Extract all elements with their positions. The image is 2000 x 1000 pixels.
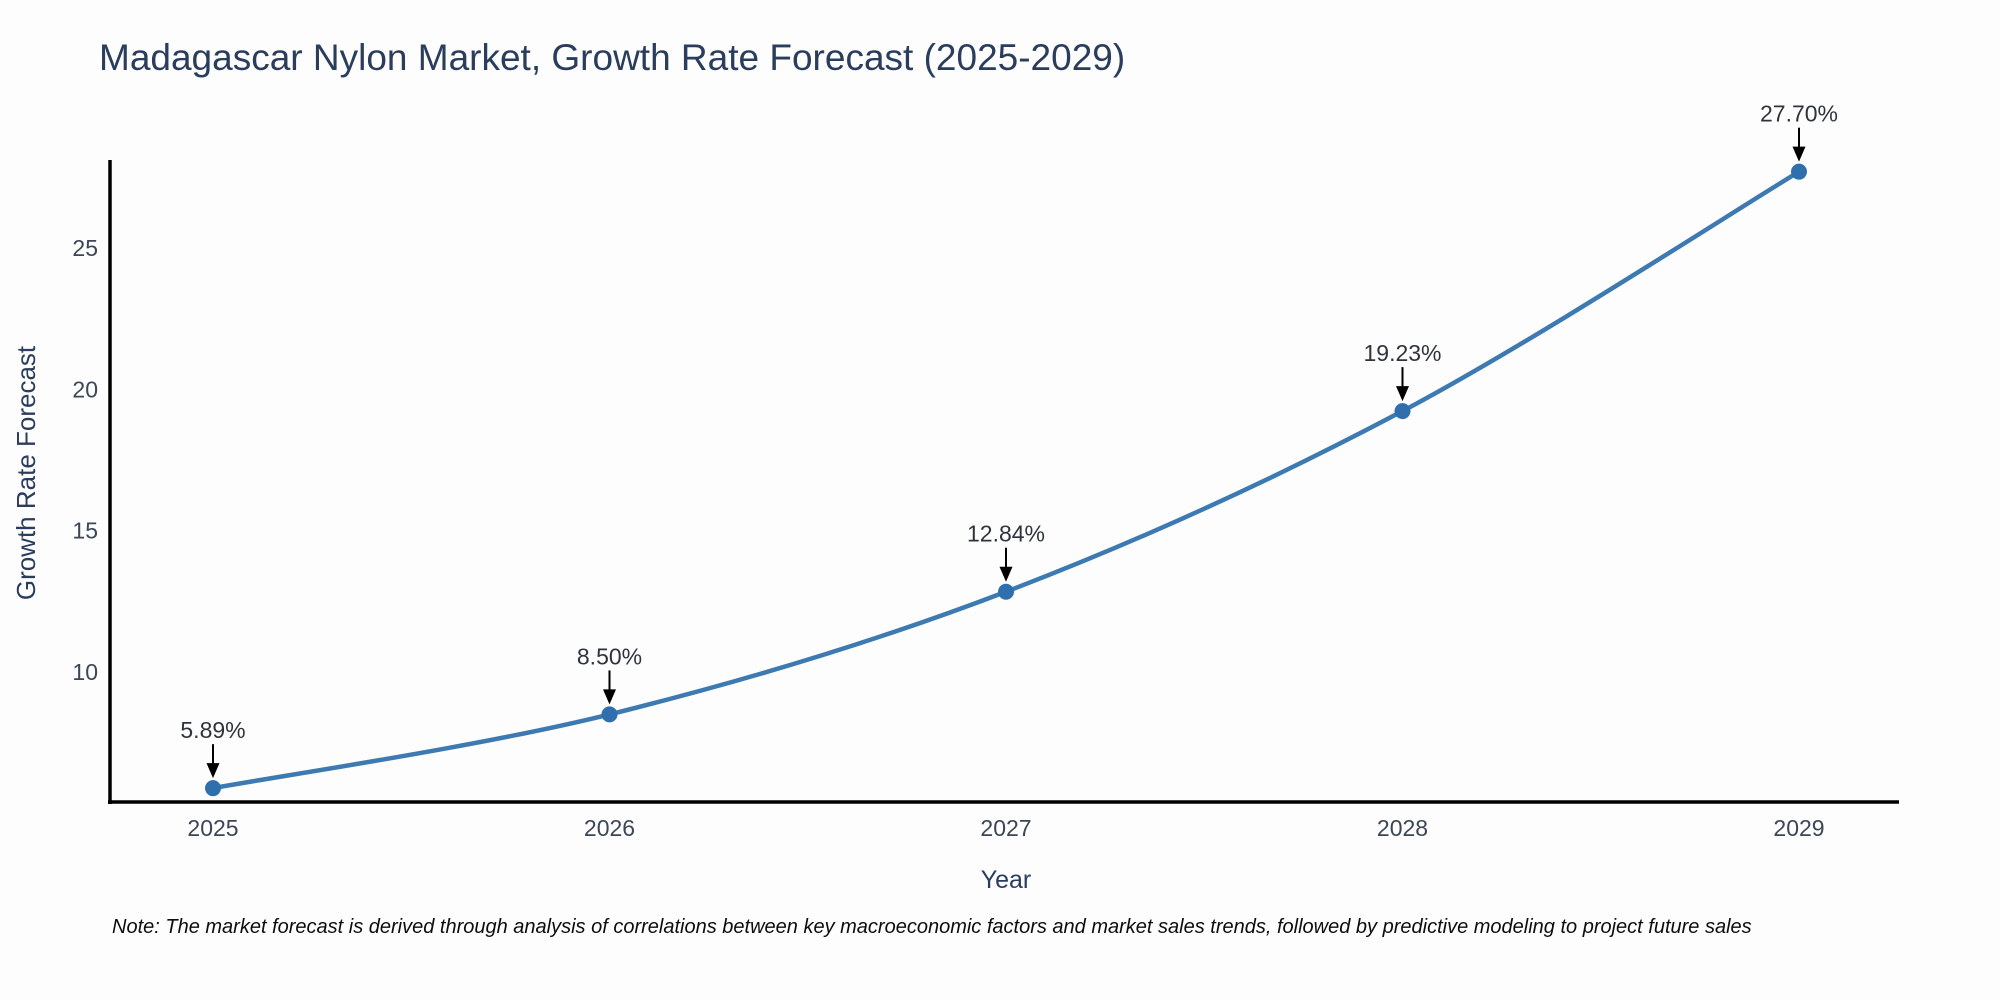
x-axis-title: Year xyxy=(980,866,1032,894)
x-tick-label: 2026 xyxy=(584,815,635,841)
data-point-label: 12.84% xyxy=(967,521,1045,547)
data-point-marker xyxy=(1394,403,1411,420)
footnote: Note: The market forecast is derived thr… xyxy=(112,916,1752,938)
annotation-arrowhead-icon xyxy=(1396,386,1409,402)
y-tick-label: 10 xyxy=(72,659,98,685)
annotation-arrowhead-icon xyxy=(603,689,616,705)
x-tick-label: 2027 xyxy=(980,815,1031,841)
x-tick-label: 2025 xyxy=(187,815,238,841)
annotation-arrowhead-icon xyxy=(999,566,1013,582)
data-point-marker xyxy=(998,583,1014,600)
forecast-line xyxy=(210,169,1802,791)
data-point-marker xyxy=(601,706,618,723)
y-tick-label: 25 xyxy=(72,235,98,261)
data-point-label: 27.70% xyxy=(1760,101,1838,127)
data-point-marker xyxy=(1791,163,1807,180)
annotation-arrowhead-icon xyxy=(206,763,220,779)
chart-title: Madagascar Nylon Market, Growth Rate For… xyxy=(99,37,1126,78)
y-tick-label: 20 xyxy=(72,376,98,402)
x-tick-label: 2028 xyxy=(1377,815,1428,841)
data-point-label: 5.89% xyxy=(180,717,245,743)
data-point-label: 19.23% xyxy=(1363,340,1441,366)
data-point-label: 8.50% xyxy=(577,643,642,669)
y-tick-label: 15 xyxy=(72,518,98,544)
x-tick-label: 2029 xyxy=(1773,815,1824,841)
annotation-arrowhead-icon xyxy=(1792,146,1806,162)
data-point-marker xyxy=(205,780,221,797)
